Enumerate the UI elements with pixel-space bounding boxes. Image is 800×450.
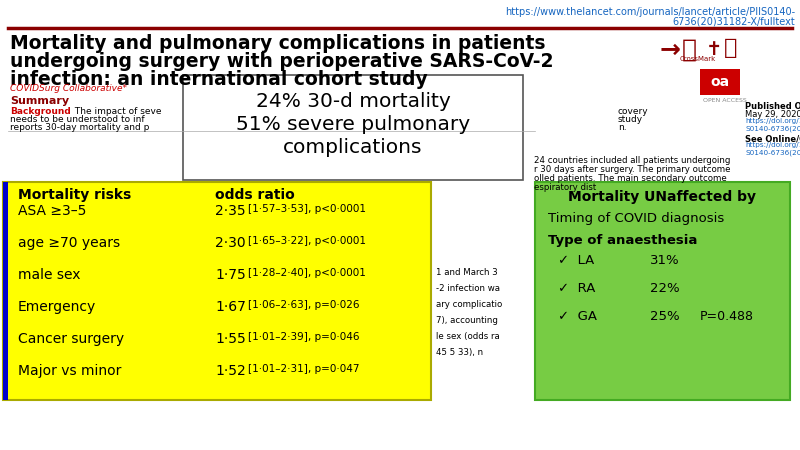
Text: ary complicatio: ary complicatio	[436, 300, 502, 309]
Text: Major vs minor: Major vs minor	[18, 364, 122, 378]
Text: S0140-6736(20)31182-X: S0140-6736(20)31182-X	[745, 125, 800, 131]
Text: https://doi.org/10.1016/: https://doi.org/10.1016/	[745, 118, 800, 124]
Text: Cancer surgery: Cancer surgery	[18, 332, 124, 346]
Text: Ⓠ: Ⓠ	[724, 38, 738, 58]
Bar	[3, 182, 8, 400]
Text: odds ratio: odds ratio	[215, 188, 294, 202]
Text: [1·28–2·40], p<0·0001: [1·28–2·40], p<0·0001	[248, 268, 366, 278]
Text: 22%: 22%	[650, 282, 680, 295]
Text: 7), accounting: 7), accounting	[436, 316, 498, 325]
Text: male sex: male sex	[18, 268, 81, 282]
Text: 1·52: 1·52	[215, 364, 246, 378]
Text: Type of anaesthesia: Type of anaesthesia	[548, 234, 698, 247]
Text: 24% 30-d mortality: 24% 30-d mortality	[256, 92, 450, 111]
Text: ⓦ: ⓦ	[682, 38, 697, 62]
Text: Mortality UNaffected by: Mortality UNaffected by	[568, 190, 756, 204]
Text: Mortality risks: Mortality risks	[18, 188, 131, 202]
Text: r 30 days after surgery. The primary outcome: r 30 days after surgery. The primary out…	[534, 165, 730, 174]
Text: →: →	[660, 38, 681, 62]
Text: ✓  GA: ✓ GA	[558, 310, 597, 323]
Text: 24 countries included all patients undergoing: 24 countries included all patients under…	[534, 156, 730, 165]
Text: COVIDSurg Collaborative*: COVIDSurg Collaborative*	[10, 84, 127, 93]
Text: 25%: 25%	[650, 310, 680, 323]
Text: 1·67: 1·67	[215, 300, 246, 314]
Bar	[183, 75, 523, 180]
Text: [1·06–2·63], p=0·026: [1·06–2·63], p=0·026	[248, 300, 359, 310]
Text: Emergency: Emergency	[18, 300, 96, 314]
Text: [1·01–2·39], p=0·046: [1·01–2·39], p=0·046	[248, 332, 359, 342]
Text: le sex (odds ra: le sex (odds ra	[436, 332, 500, 341]
Text: covery: covery	[618, 107, 649, 116]
Text: olled patients. The main secondary outcome: olled patients. The main secondary outco…	[534, 174, 726, 183]
Text: ASA ≥3–5: ASA ≥3–5	[18, 204, 86, 218]
Text: 2·35: 2·35	[215, 204, 246, 218]
Text: complications: complications	[283, 138, 422, 157]
Text: oa: oa	[710, 75, 730, 89]
Text: https://doi.org/10.1016/: https://doi.org/10.1016/	[745, 142, 800, 148]
Text: [1·57–3·53], p<0·0001: [1·57–3·53], p<0·0001	[248, 204, 366, 214]
Text: reports 30-day mortality and p: reports 30-day mortality and p	[10, 123, 150, 132]
Text: [1·01–2·31], p=0·047: [1·01–2·31], p=0·047	[248, 364, 359, 374]
Text: 31%: 31%	[650, 254, 680, 267]
Text: The impact of seve: The impact of seve	[72, 107, 162, 116]
Bar	[535, 182, 790, 400]
Text: -2 infection wa: -2 infection wa	[436, 284, 500, 293]
Text: Mortality and pulmonary complications in patients: Mortality and pulmonary complications in…	[10, 34, 546, 53]
Text: 2·30: 2·30	[215, 236, 246, 250]
Text: P=0.488: P=0.488	[700, 310, 754, 323]
Text: Summary: Summary	[10, 96, 69, 106]
Text: age ≥70 years: age ≥70 years	[18, 236, 120, 250]
Text: 1·55: 1·55	[215, 332, 246, 346]
Text: undergoing surgery with perioperative SARS-CoV-2: undergoing surgery with perioperative SA…	[10, 52, 554, 71]
Bar	[700, 69, 740, 95]
Text: ✓  RA: ✓ RA	[558, 282, 595, 295]
Text: n.: n.	[618, 123, 626, 132]
Text: study: study	[618, 115, 643, 124]
Text: See Online/Comment: See Online/Comment	[745, 134, 800, 143]
Text: 1·75: 1·75	[215, 268, 246, 282]
Text: [1·65–3·22], p<0·0001: [1·65–3·22], p<0·0001	[248, 236, 366, 246]
Text: OPEN ACCESS: OPEN ACCESS	[703, 98, 746, 103]
Text: ✓  LA: ✓ LA	[558, 254, 594, 267]
Text: Published Online: Published Online	[745, 102, 800, 111]
Bar	[3, 182, 431, 400]
Text: infection: an international cohort study: infection: an international cohort study	[10, 70, 428, 89]
Text: May 29, 2020: May 29, 2020	[745, 110, 800, 119]
Text: Background: Background	[10, 107, 70, 116]
Text: https://www.thelancet.com/journals/lancet/article/PIIS0140-: https://www.thelancet.com/journals/lance…	[505, 7, 795, 17]
Text: 1 and March 3: 1 and March 3	[436, 268, 498, 277]
Text: CrossMark: CrossMark	[680, 56, 716, 62]
Text: 45 5 33), n: 45 5 33), n	[436, 348, 483, 357]
Text: 51% severe pulmonary: 51% severe pulmonary	[236, 115, 470, 134]
Text: 6736(20)31182-X/fulltext: 6736(20)31182-X/fulltext	[672, 16, 795, 26]
Text: espiratory dist: espiratory dist	[534, 183, 596, 192]
Text: needs to be understood to inf: needs to be understood to inf	[10, 115, 145, 124]
Text: Timing of COVID diagnosis: Timing of COVID diagnosis	[548, 212, 724, 225]
Text: ✝: ✝	[706, 40, 722, 59]
Text: S0140-6736(20)31256-3: S0140-6736(20)31256-3	[745, 149, 800, 156]
